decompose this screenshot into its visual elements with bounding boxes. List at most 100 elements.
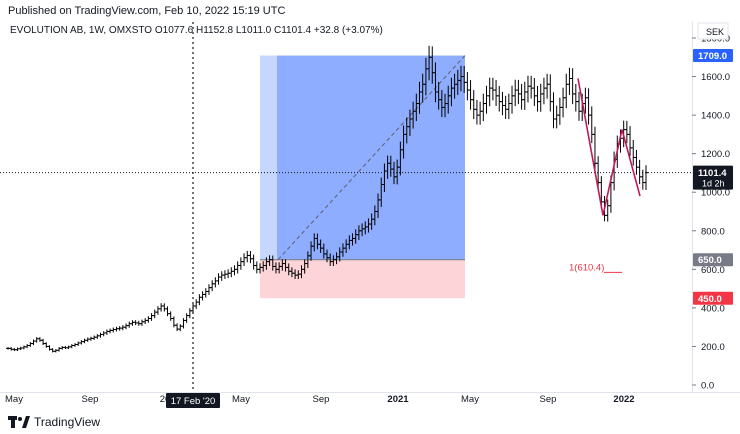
ohlc-bar — [245, 250, 250, 263]
time-tick-label: May — [461, 394, 479, 405]
last-price-label: 1101.4 1d 2h — [693, 165, 733, 190]
ohlc-bar — [506, 93, 511, 120]
price-tick-label: 1400.0 — [701, 111, 730, 122]
price-axis[interactable]: 0.0 200.0 400.0 600.0 800.0 1000.0 1200.0 1400.… — [692, 34, 730, 392]
ohlc-bar — [92, 335, 97, 341]
svg-text:1101.4: 1101.4 — [698, 168, 727, 179]
ohlc-bar — [525, 75, 530, 103]
target-price-label: 1709.0 — [693, 49, 733, 63]
ohlc-bar — [242, 253, 247, 267]
ohlc-bar — [229, 267, 234, 278]
ohlc-bar — [516, 79, 521, 105]
ohlc-bar — [25, 344, 30, 349]
currency-label: SEK — [706, 27, 724, 37]
ohlc-bar — [248, 251, 253, 264]
ohlc-bar — [124, 323, 129, 330]
ohlc-bar — [50, 348, 55, 353]
ohlc-bar — [159, 303, 164, 312]
ohlc-bar — [200, 291, 205, 301]
ohlc-bar — [631, 139, 636, 166]
ohlc-bar — [468, 80, 473, 110]
time-tick-label: Sep — [540, 394, 557, 405]
ohlc-bar — [561, 87, 566, 118]
ohlc-bar — [82, 338, 87, 344]
price-tick-label: 1600.0 — [701, 72, 730, 83]
ohlc-bar — [37, 337, 42, 342]
ohlc-bar — [640, 169, 645, 190]
ohlc-bar — [484, 85, 489, 114]
ohlc-bar — [213, 277, 218, 288]
ohlc-bar — [251, 254, 256, 270]
ohlc-bar — [538, 83, 543, 112]
ohlc-bar — [187, 308, 192, 319]
ohlc-bar — [21, 345, 26, 350]
ohlc-bar — [146, 316, 151, 323]
price-tick-label: 1000.0 — [701, 188, 730, 199]
tradingview-logo-icon — [8, 416, 30, 428]
footer[interactable]: TradingView — [8, 413, 100, 431]
price-tick-label: 400.0 — [701, 303, 725, 314]
published-header: Published on TradingView.com, Feb 10, 20… — [8, 5, 286, 17]
ohlc-bar — [471, 90, 476, 119]
ohlc-bar — [175, 323, 180, 332]
ohlc-bar — [551, 92, 556, 129]
time-tick-label: 2022 — [613, 394, 634, 405]
ohlc-bar — [31, 339, 36, 346]
pattern-line[interactable] — [577, 78, 641, 216]
ohlc-bar — [165, 306, 170, 317]
ohlc-bar — [168, 311, 173, 321]
ohlc-bar — [548, 74, 553, 112]
ohlc-bar — [155, 306, 160, 315]
ohlc-bar — [478, 101, 483, 125]
ohlc-bar — [69, 344, 74, 349]
ohlc-bar — [85, 337, 90, 342]
time-tick-label: Sep — [313, 394, 330, 405]
ohlc-bar — [235, 261, 240, 274]
ohlc-bar — [178, 324, 183, 332]
ohlc-bar — [522, 81, 527, 110]
ohlc-bar — [529, 75, 534, 99]
ohlc-bar — [564, 73, 569, 109]
ohlc-bar — [203, 288, 208, 298]
footer-brand: TradingView — [34, 415, 101, 429]
time-tick-label: Sep — [82, 394, 99, 405]
time-axis[interactable]: May Sep 20 May Sep 2021 May Sep 2022 — [5, 394, 635, 405]
time-tick-label: 20 — [160, 394, 171, 405]
ohlc-bar — [494, 79, 499, 106]
ohlc-bar — [532, 78, 537, 106]
ohlc-bar — [76, 341, 81, 346]
position-target-zone[interactable] — [277, 55, 465, 260]
position-stop-zone[interactable] — [260, 259, 465, 299]
svg-text:650.0: 650.0 — [698, 255, 722, 266]
candle-series — [6, 45, 648, 353]
ohlc-bar — [101, 331, 106, 337]
symbol-legend[interactable]: EVOLUTION AB, 1W, OMXSTO O1077.6 H1152.8… — [10, 25, 383, 36]
time-tick-label: May — [232, 394, 250, 405]
price-tick-label: 1200.0 — [701, 149, 730, 160]
svg-text:450.0: 450.0 — [698, 294, 722, 305]
ohlc-bar — [519, 83, 524, 110]
ohlc-bar — [589, 106, 594, 144]
ohlc-bar — [541, 77, 546, 105]
ohlc-bar — [79, 340, 84, 345]
ohlc-bar — [500, 91, 505, 116]
ohlc-bar — [487, 77, 492, 107]
ohlc-bar — [554, 105, 559, 129]
ohlc-bar — [254, 261, 259, 274]
ohlc-bar — [139, 319, 144, 326]
ohlc-bar — [44, 342, 49, 348]
ohlc-bar — [465, 72, 470, 101]
entry-price-label: 650.0 — [693, 253, 733, 267]
annotation-label[interactable]: 1(610.4) — [569, 262, 604, 273]
currency-box[interactable] — [697, 22, 729, 40]
ohlc-bar — [510, 85, 515, 114]
ohlc-bar — [197, 294, 202, 306]
svg-text:17 Feb '20: 17 Feb '20 — [171, 396, 216, 407]
price-tick-label: 0.0 — [701, 381, 714, 392]
ohlc-bar — [238, 257, 243, 270]
ohlc-bar — [34, 337, 39, 343]
ohlc-bar — [570, 68, 575, 105]
ohlc-bar — [181, 318, 186, 329]
ohlc-bar — [28, 342, 33, 347]
